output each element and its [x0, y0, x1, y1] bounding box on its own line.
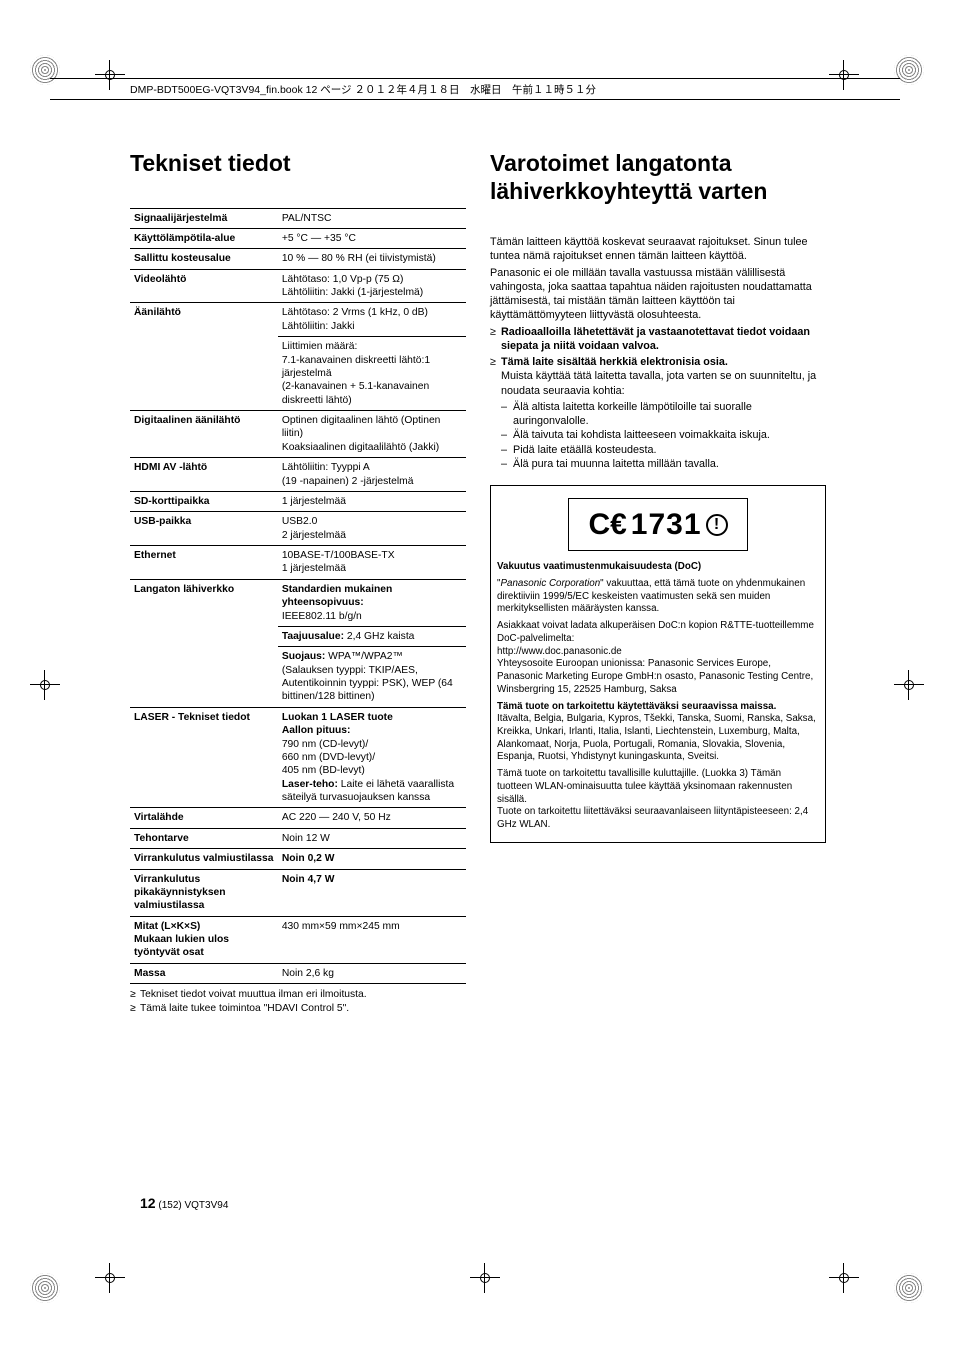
spec-label: [130, 626, 278, 646]
spec-value: Suojaus: WPA™/WPA2™(Salauksen tyyppi: TK…: [278, 647, 466, 708]
spec-value: USB2.02 järjestelmää: [278, 512, 466, 546]
bullet-item: Tämä laite sisältää herkkiä elektronisia…: [490, 355, 826, 398]
specs-heading: Tekniset tiedot: [130, 150, 466, 178]
ce-mark-frame: C€ 1731 !: [568, 498, 748, 551]
right-column: Varotoimet langatonta lähiverkkoyhteyttä…: [490, 150, 826, 1016]
specs-table: SignaalijärjestelmäPAL/NTSCKäyttölämpöti…: [130, 208, 466, 985]
doc-para: Tämä tuote on tarkoitettu tavallisille k…: [497, 768, 819, 832]
left-column: Tekniset tiedot SignaalijärjestelmäPAL/N…: [130, 150, 466, 1016]
alert-icon: !: [706, 514, 728, 536]
spec-value: Noin 12 W: [278, 828, 466, 848]
bullet-list: Radioaalloilla lähetettävät ja vastaanot…: [490, 325, 826, 398]
spec-label: Tehontarve: [130, 828, 278, 848]
doc-para: Asiakkaat voivat ladata alkuperäisen DoC…: [497, 620, 819, 696]
spec-label: Sallittu kosteusalue: [130, 249, 278, 269]
registration-mark: [30, 670, 60, 700]
page-content: Tekniset tiedot SignaalijärjestelmäPAL/N…: [130, 150, 830, 1016]
spec-label: USB-paikka: [130, 512, 278, 546]
spec-value: Lähtötaso: 2 Vrms (1 kHz, 0 dB)Lähtöliit…: [278, 303, 466, 337]
para: Panasonic ei ole millään tavalla vastuus…: [490, 266, 826, 323]
para: Tämän laitteen käyttöä koskevat seuraava…: [490, 235, 826, 264]
doc-url: http://www.doc.panasonic.de: [497, 646, 622, 657]
spec-value: Standardien mukainen yhteensopivuus:IEEE…: [278, 579, 466, 626]
spec-label: HDMI AV -lähtö: [130, 458, 278, 492]
sub-bullet-item: Pidä laite etäällä kosteudesta.: [501, 443, 826, 457]
precautions-body: Tämän laitteen käyttöä koskevat seuraava…: [490, 235, 826, 471]
spec-label: Massa: [130, 963, 278, 983]
spec-value: +5 °C — +35 °C: [278, 228, 466, 248]
registration-mark: [894, 670, 924, 700]
spec-value: Luokan 1 LASER tuoteAallon pituus:790 nm…: [278, 707, 466, 808]
bullet-item: Radioaalloilla lähetettävät ja vastaanot…: [490, 325, 826, 354]
spec-label: Virrankulutus valmiustilassa: [130, 849, 278, 869]
spec-value: Noin 2,6 kg: [278, 963, 466, 983]
spec-value: Liittimien määrä:7.1-kanavainen diskreet…: [278, 337, 466, 411]
spec-value: 10 % — 80 % RH (ei tiivistymistä): [278, 249, 466, 269]
spec-value: Taajuusalue: 2,4 GHz kaista: [278, 626, 466, 646]
doc-heading: Vakuutus vaatimustenmukaisuudesta (DoC): [497, 561, 819, 574]
spec-label: Virrankulutus pikakäynnistyksen valmiust…: [130, 869, 278, 916]
doc-para: "Panasonic Corporation" vakuuttaa, että …: [497, 578, 819, 616]
spec-value: Noin 0,2 W: [278, 849, 466, 869]
spec-label: Langaton lähiverkko: [130, 579, 278, 626]
spec-value: Lähtöliitin: Tyyppi A(19 -napainen) 2 -j…: [278, 458, 466, 492]
spec-label: Mitat (L×K×S)Mukaan lukien ulos työntyvä…: [130, 916, 278, 963]
registration-mark: [95, 1263, 125, 1293]
spec-label: Ethernet: [130, 546, 278, 580]
spec-label: Käyttölämpötila-alue: [130, 228, 278, 248]
spec-value: 10BASE-T/100BASE-TX1 järjestelmää: [278, 546, 466, 580]
registration-mark: [470, 1263, 500, 1293]
spec-label: [130, 337, 278, 411]
spec-label: [130, 647, 278, 708]
specs-footnotes: Tekniset tiedot voivat muuttua ilman eri…: [130, 988, 466, 1016]
crop-corner: [30, 1273, 60, 1303]
ce-number: 1731: [631, 505, 702, 544]
page-number: 12 (152) VQT3V94: [140, 1195, 228, 1211]
spec-value: PAL/NTSC: [278, 208, 466, 228]
sub-bullet-item: Älä altista laitetta korkeille lämpötilo…: [501, 400, 826, 429]
spec-value: Optinen digitaalinen lähtö (Optinen liit…: [278, 411, 466, 458]
spec-label: Signaalijärjestelmä: [130, 208, 278, 228]
ce-icon: C€: [588, 505, 626, 544]
footnote-item: Tämä laite tukee toimintoa "HDAVI Contro…: [130, 1002, 466, 1016]
spec-value: Noin 4,7 W: [278, 869, 466, 916]
spec-value: AC 220 — 240 V, 50 Hz: [278, 808, 466, 828]
spec-label: Digitaalinen äänilähtö: [130, 411, 278, 458]
doc-para: Tämä tuote on tarkoitettu käytettäväksi …: [497, 701, 819, 765]
sub-bullet-list: Älä altista laitetta korkeille lämpötilo…: [490, 400, 826, 471]
spec-label: Äänilähtö: [130, 303, 278, 337]
footnote-item: Tekniset tiedot voivat muuttua ilman eri…: [130, 988, 466, 1002]
crop-corner: [894, 1273, 924, 1303]
spec-label: LASER - Tekniset tiedot: [130, 707, 278, 808]
sub-bullet-item: Älä taivuta tai kohdista laitteeseen voi…: [501, 428, 826, 442]
registration-mark: [829, 1263, 859, 1293]
spec-value: Lähtötaso: 1,0 Vp-p (75 Ω)Lähtöliitin: J…: [278, 269, 466, 303]
doc-compliance-box: C€ 1731 ! Vakuutus vaatimustenmukaisuude…: [490, 485, 826, 843]
spec-value: 1 järjestelmää: [278, 491, 466, 511]
spec-label: Virtalähde: [130, 808, 278, 828]
spec-label: SD-korttipaikka: [130, 491, 278, 511]
spec-value: 430 mm×59 mm×245 mm: [278, 916, 466, 963]
precautions-heading: Varotoimet langatonta lähiverkkoyhteyttä…: [490, 150, 826, 205]
spec-label: Videolähtö: [130, 269, 278, 303]
sub-bullet-item: Älä pura tai muunna laitetta millään tav…: [501, 457, 826, 471]
header-filename: DMP-BDT500EG-VQT3V94_fin.book 12 ページ ２０１…: [130, 82, 596, 97]
